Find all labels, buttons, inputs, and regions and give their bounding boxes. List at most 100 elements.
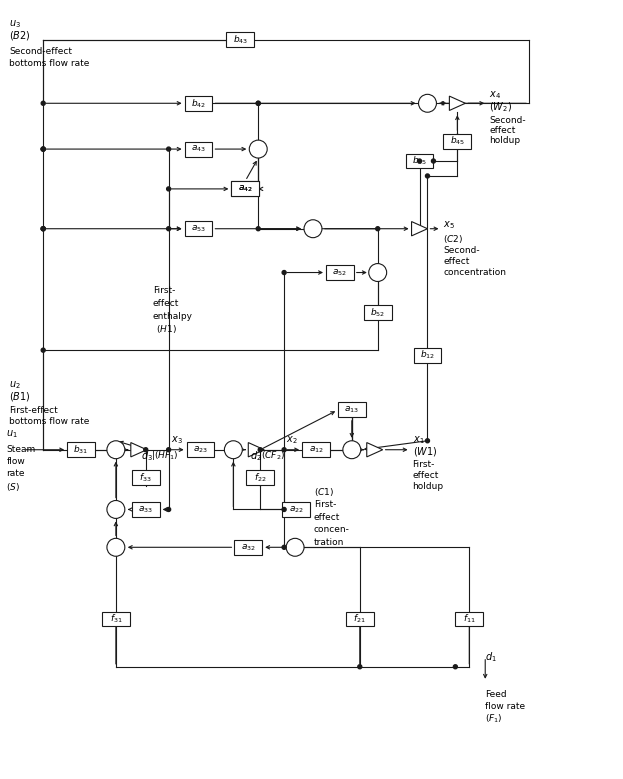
Text: effect: effect bbox=[314, 513, 340, 522]
Bar bbox=[67, 442, 95, 457]
Circle shape bbox=[358, 664, 362, 668]
Bar bbox=[231, 182, 259, 196]
Polygon shape bbox=[449, 96, 465, 111]
Text: Steam: Steam bbox=[6, 446, 36, 454]
Text: rate: rate bbox=[6, 469, 25, 478]
Circle shape bbox=[417, 159, 422, 163]
Text: $a_{23}$: $a_{23}$ bbox=[193, 445, 208, 455]
Bar bbox=[444, 134, 471, 149]
Circle shape bbox=[41, 227, 45, 231]
Bar bbox=[282, 502, 310, 517]
Bar bbox=[455, 612, 483, 626]
Circle shape bbox=[41, 227, 45, 231]
Text: $b_{31}$: $b_{31}$ bbox=[74, 443, 88, 456]
Text: $a_{22}$: $a_{22}$ bbox=[288, 504, 303, 515]
Text: enthalpy: enthalpy bbox=[153, 312, 193, 321]
Text: $a_{33}$: $a_{33}$ bbox=[138, 504, 153, 515]
Text: $b_{52}$: $b_{52}$ bbox=[370, 306, 385, 319]
Bar bbox=[184, 96, 212, 111]
Circle shape bbox=[166, 448, 171, 452]
Circle shape bbox=[282, 448, 286, 452]
Text: $d_3$: $d_3$ bbox=[141, 449, 153, 463]
Circle shape bbox=[166, 507, 171, 512]
Text: $a_{13}$: $a_{13}$ bbox=[345, 404, 359, 415]
Bar bbox=[184, 142, 212, 157]
Text: concen-: concen- bbox=[314, 525, 350, 534]
Text: $x_4$: $x_4$ bbox=[489, 90, 501, 101]
Text: $(B2)$: $(B2)$ bbox=[9, 29, 31, 42]
Polygon shape bbox=[367, 442, 383, 457]
Text: $(S)$: $(S)$ bbox=[6, 481, 21, 492]
Text: First-: First- bbox=[314, 500, 336, 509]
Bar bbox=[414, 347, 442, 362]
Circle shape bbox=[256, 101, 260, 105]
Circle shape bbox=[304, 220, 322, 238]
Circle shape bbox=[166, 187, 171, 191]
Text: $u_2$: $u_2$ bbox=[9, 379, 21, 391]
Text: Feed: Feed bbox=[485, 690, 507, 699]
Text: $b_{12}$: $b_{12}$ bbox=[420, 349, 435, 361]
Circle shape bbox=[282, 507, 286, 512]
Text: bottoms flow rate: bottoms flow rate bbox=[9, 59, 90, 68]
Text: $a_{42}$: $a_{42}$ bbox=[238, 184, 253, 194]
Polygon shape bbox=[249, 442, 264, 457]
Circle shape bbox=[224, 441, 242, 459]
Text: $b_{55}$: $b_{55}$ bbox=[412, 155, 427, 167]
Circle shape bbox=[282, 270, 286, 274]
Text: bottoms flow rate: bottoms flow rate bbox=[9, 418, 90, 426]
Circle shape bbox=[259, 448, 262, 452]
Text: flow: flow bbox=[6, 457, 25, 466]
Text: $(C2)$: $(C2)$ bbox=[444, 233, 464, 245]
Text: flow rate: flow rate bbox=[485, 702, 525, 711]
Bar bbox=[132, 471, 159, 485]
Circle shape bbox=[107, 500, 125, 518]
Text: $x_2$: $x_2$ bbox=[286, 434, 298, 446]
Circle shape bbox=[144, 448, 148, 452]
Text: $f_{22}$: $f_{22}$ bbox=[254, 471, 267, 484]
Circle shape bbox=[432, 159, 435, 163]
Text: Second-: Second- bbox=[444, 246, 480, 255]
Circle shape bbox=[41, 147, 45, 151]
Text: $a_{53}$: $a_{53}$ bbox=[191, 224, 206, 234]
Bar bbox=[231, 182, 259, 196]
Bar bbox=[302, 442, 330, 457]
Text: $u_3$: $u_3$ bbox=[9, 18, 21, 30]
Bar bbox=[338, 403, 366, 418]
Circle shape bbox=[343, 441, 361, 459]
Text: $|(HF_1)$: $|(HF_1)$ bbox=[151, 449, 178, 462]
Circle shape bbox=[376, 227, 379, 231]
Text: First-effect: First-effect bbox=[9, 407, 58, 415]
Text: $f_{11}$: $f_{11}$ bbox=[463, 613, 475, 626]
Bar bbox=[346, 612, 374, 626]
Text: concentration: concentration bbox=[444, 268, 506, 277]
Bar bbox=[186, 442, 214, 457]
Text: $(W1)$: $(W1)$ bbox=[412, 446, 437, 458]
Text: $a_{42}$: $a_{42}$ bbox=[238, 184, 253, 194]
Text: $b_{43}$: $b_{43}$ bbox=[233, 33, 248, 46]
Text: $a_{43}$: $a_{43}$ bbox=[191, 144, 206, 154]
Text: $b_{42}$: $b_{42}$ bbox=[191, 97, 206, 110]
Circle shape bbox=[286, 538, 304, 556]
Text: holdup: holdup bbox=[412, 482, 444, 491]
Circle shape bbox=[166, 227, 171, 231]
Text: $a_{32}$: $a_{32}$ bbox=[241, 542, 256, 552]
Circle shape bbox=[41, 348, 45, 352]
Circle shape bbox=[256, 227, 260, 231]
Text: $(W_2)$: $(W_2)$ bbox=[489, 100, 512, 114]
Circle shape bbox=[107, 538, 125, 556]
Circle shape bbox=[369, 263, 387, 281]
Text: effect: effect bbox=[489, 125, 516, 135]
Text: Second-: Second- bbox=[489, 116, 526, 125]
Circle shape bbox=[41, 147, 45, 151]
Bar bbox=[364, 305, 392, 320]
Text: $(B1)$: $(B1)$ bbox=[9, 390, 31, 404]
Text: $x_3$: $x_3$ bbox=[171, 434, 183, 446]
Circle shape bbox=[107, 441, 125, 459]
Polygon shape bbox=[131, 442, 147, 457]
Bar bbox=[234, 540, 262, 555]
Text: $a_{12}$: $a_{12}$ bbox=[308, 445, 323, 455]
Text: effect: effect bbox=[444, 257, 470, 266]
Text: $f_{21}$: $f_{21}$ bbox=[353, 613, 366, 626]
Circle shape bbox=[282, 545, 286, 549]
Bar bbox=[226, 32, 254, 47]
